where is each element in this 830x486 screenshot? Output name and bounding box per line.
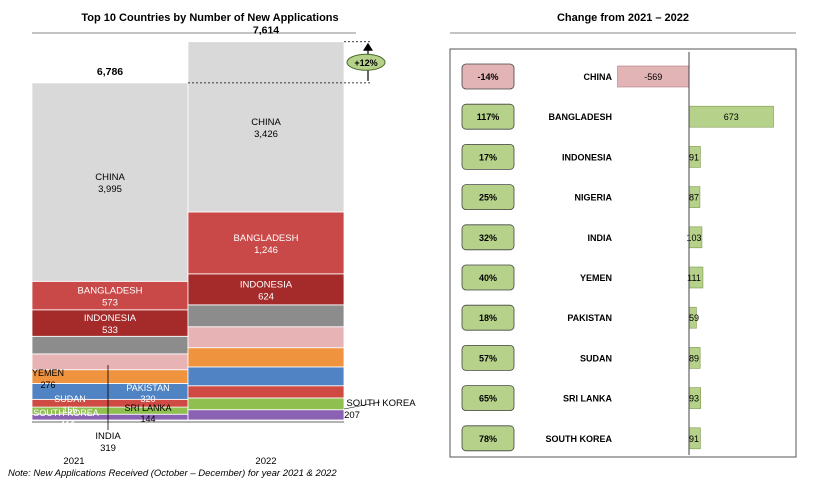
- category-label-indonesia: INDONESIA: [562, 152, 613, 162]
- category-label-yemen: YEMEN: [580, 273, 612, 283]
- segment-value-south-korea-2022: 207: [344, 410, 360, 421]
- change-value-indonesia: 91: [689, 152, 699, 162]
- percent-label-sri-lanka: 65%: [479, 394, 497, 404]
- category-label-nigeria: NIGERIA: [574, 193, 612, 203]
- segment-name-bangladesh-2021: BANGLADESH: [78, 286, 143, 297]
- percent-label-china: -14%: [477, 72, 498, 82]
- percent-label-indonesia: 17%: [479, 152, 497, 162]
- change-value-nigeria: 87: [689, 193, 699, 203]
- percent-label-south-korea: 78%: [479, 434, 497, 444]
- percent-badge-sri-lanka: [461, 385, 515, 412]
- change-value-sudan: 89: [689, 353, 699, 363]
- change-value-india: 103: [686, 233, 701, 243]
- percent-badge-indonesia: [461, 143, 515, 170]
- category-label-sudan: SUDAN: [580, 353, 612, 363]
- column-total-2021: 6,786: [97, 66, 123, 78]
- segment-value-indonesia-2022: 624: [258, 291, 274, 302]
- change-value-china: -569: [644, 72, 662, 82]
- growth-arrow-head: [363, 42, 373, 51]
- category-label-south-korea: SOUTH KOREA: [545, 434, 612, 444]
- segment-name-south-korea-2021: SOUTH KOREA: [33, 408, 99, 418]
- segment-china-2022: [187, 41, 345, 213]
- percent-label-yemen: 40%: [479, 273, 497, 283]
- segment-name-south-korea-2022: SOUTH KOREA: [346, 398, 416, 409]
- percent-badge-bangladesh: [461, 103, 515, 130]
- south-korea-2022-leader-line: [343, 401, 381, 410]
- panel-frame: [449, 48, 797, 458]
- percent-badge-sudan: [461, 344, 515, 371]
- percent-label-pakistan: 18%: [479, 313, 497, 323]
- x-tick-label-2021: 2021: [63, 456, 84, 467]
- percent-badge-india: [461, 224, 515, 251]
- segment-bangladesh-2022: [187, 211, 345, 275]
- segment-name-yemen-2021: YEMEN: [32, 368, 64, 378]
- percent-label-bangladesh: 117%: [477, 112, 500, 122]
- change-value-bangladesh: 673: [724, 112, 739, 122]
- category-label-china: CHINA: [584, 72, 613, 82]
- change-value-pakistan: 59: [689, 313, 699, 323]
- column-total-2022: 7,614: [253, 25, 279, 37]
- segment-value-china-2022: 3,426: [254, 129, 278, 140]
- percent-label-sudan: 57%: [479, 353, 497, 363]
- segment-name-pakistan-2021: PAKISTAN: [126, 383, 169, 393]
- percent-label-nigeria: 25%: [479, 193, 497, 203]
- segment-china-2021: [31, 82, 189, 282]
- change-chart-title: Change from 2021 – 2022: [556, 12, 690, 24]
- percent-badge-pakistan: [461, 304, 515, 331]
- segment-name-indonesia-2021: INDONESIA: [84, 313, 137, 324]
- segment-value-yemen-2021: 276: [40, 380, 55, 390]
- segment-value-india-2021: 319: [100, 443, 116, 454]
- segment-value-indonesia-2021: 533: [102, 325, 118, 336]
- percent-label-india: 32%: [479, 233, 497, 243]
- percent-badge-south-korea: [461, 425, 515, 452]
- growth-badge: [346, 53, 386, 71]
- percent-badge-yemen: [461, 264, 515, 291]
- change-value-south-korea: 91: [689, 434, 699, 444]
- percent-badge-china: [461, 63, 515, 90]
- x-tick-label-2022: 2022: [255, 456, 276, 467]
- segment-value-bangladesh-2022: 1,246: [254, 245, 278, 256]
- segment-name-indonesia-2022: INDONESIA: [240, 279, 293, 290]
- segment-value-pakistan-2021: 320: [140, 394, 155, 404]
- segment-value-china-2021: 3,995: [98, 184, 122, 195]
- segment-bangladesh-2021: [31, 280, 189, 311]
- segment-indonesia-2022: [187, 273, 345, 306]
- percent-badge-nigeria: [461, 184, 515, 211]
- growth-badge-label: +12%: [354, 58, 377, 68]
- segment-name-china-2022: CHINA: [251, 117, 281, 128]
- category-label-pakistan: PAKISTAN: [567, 313, 612, 323]
- segment-value-south-korea-2021: 116: [61, 420, 75, 430]
- stacked-chart-title: Top 10 Countries by Number of New Applic…: [81, 12, 339, 24]
- segment-name-sri-lanka-2021: SRI LANKA: [124, 403, 171, 413]
- category-label-bangladesh: BANGLADESH: [548, 112, 612, 122]
- segment-name-china-2021: CHINA: [95, 172, 125, 183]
- segment-name-bangladesh-2022: BANGLADESH: [234, 233, 299, 244]
- segment-name-sudan-2021: SUDAN: [54, 394, 86, 404]
- category-label-sri-lanka: SRI LANKA: [563, 394, 612, 404]
- segment-value-bangladesh-2021: 573: [102, 298, 118, 309]
- change-value-sri-lanka: 93: [689, 394, 699, 404]
- segment-value-sri-lanka-2021: 144: [140, 414, 155, 424]
- footnote: Note: New Applications Received (October…: [8, 468, 337, 479]
- change-value-yemen: 111: [687, 273, 701, 283]
- category-label-india: INDIA: [588, 233, 613, 243]
- segment-name-india-2021: INDIA: [95, 431, 121, 442]
- segment-indonesia-2021: [31, 309, 189, 337]
- segment-value-sudan-2021: 156: [62, 405, 77, 415]
